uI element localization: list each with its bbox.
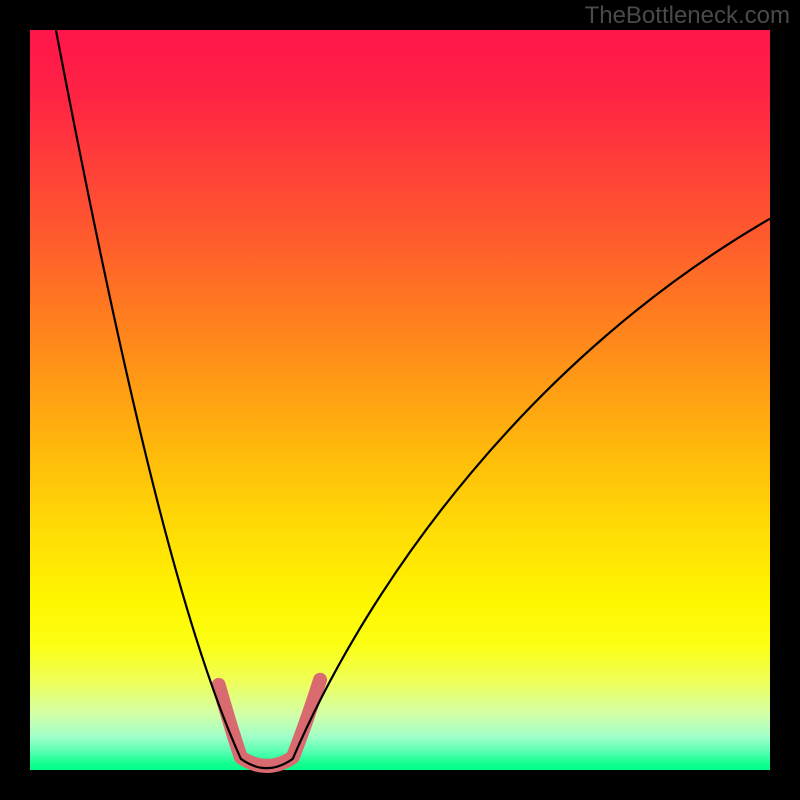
chart-root: TheBottleneck.com (0, 0, 800, 800)
plot-background (30, 30, 770, 770)
chart-svg (0, 0, 800, 800)
